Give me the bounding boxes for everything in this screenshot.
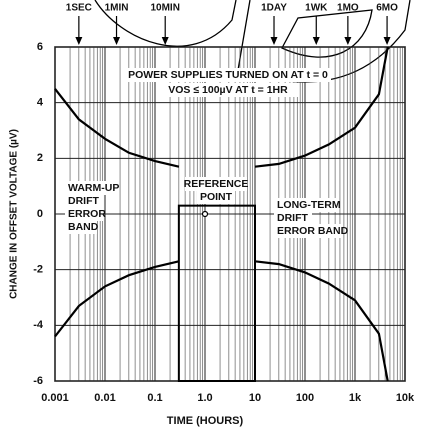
error-band-curve	[54, 260, 180, 338]
x-tick-label: 10k	[396, 392, 415, 404]
warmup-label-bg	[65, 207, 103, 221]
x-axis-label: TIME (HOURS)	[167, 415, 244, 427]
supplies-note-bg	[158, 83, 298, 97]
y-tick-label: -6	[33, 375, 43, 387]
scribble	[281, 9, 373, 58]
marker-arrowhead	[383, 37, 391, 45]
reference-label-bg	[197, 190, 235, 204]
y-axis-label: CHANGE IN OFFSET VOLTAGE (µV)	[9, 129, 20, 299]
warmup-label: BAND	[68, 221, 99, 233]
reference-label: REFERENCE	[184, 178, 249, 190]
x-tick-label: 10	[249, 392, 261, 404]
reference-label: POINT	[200, 191, 233, 203]
longterm-label: DRIFT	[277, 212, 308, 224]
x-tick-label: 0.001	[41, 392, 69, 404]
reference-region	[177, 204, 256, 382]
error-band-curve	[254, 260, 389, 382]
y-tick-label: 0	[37, 208, 43, 220]
y-tick-label: -2	[33, 264, 43, 276]
time-marker-label: 6MO	[376, 3, 398, 14]
warmup-label-bg	[65, 220, 97, 234]
x-tick-label: 0.01	[94, 392, 115, 404]
reference-label-bg	[185, 177, 247, 191]
y-tick-label: 6	[37, 41, 43, 53]
warmup-label: WARM-UP	[68, 182, 119, 194]
supplies-note: VOS ≤ 100µV AT t = 1HR	[168, 84, 288, 96]
time-marker-label: 10MIN	[150, 3, 179, 14]
y-tick-label: -4	[33, 319, 44, 331]
marker-arrowhead	[113, 37, 121, 45]
marker-arrowhead	[312, 37, 320, 45]
scribble	[94, 0, 237, 47]
time-marker-label: 1MIN	[105, 3, 129, 14]
warmup-label: DRIFT	[68, 195, 99, 207]
time-marker-label: 1SEC	[66, 3, 92, 14]
x-tick-label: 100	[296, 392, 314, 404]
time-marker-label: 1MO	[337, 3, 359, 14]
warmup-label: ERROR	[68, 208, 106, 220]
marker-arrowhead	[161, 37, 169, 45]
longterm-label-bg	[274, 198, 336, 212]
warmup-label-bg	[65, 194, 103, 208]
error-band-curve	[54, 88, 180, 168]
y-tick-label: 4	[37, 97, 44, 109]
error-band-curve	[254, 46, 389, 168]
longterm-label-bg	[274, 224, 342, 238]
reference-point	[201, 210, 209, 218]
longterm-label: LONG-TERM	[277, 199, 341, 211]
marker-arrowhead	[344, 37, 352, 45]
warmup-label-bg	[65, 181, 115, 195]
y-tick-label: 2	[37, 152, 43, 164]
longterm-label: ERROR BAND	[277, 225, 349, 237]
x-tick-label: 1.0	[197, 392, 212, 404]
supplies-note: POWER SUPPLIES TURNED ON AT t = 0	[128, 69, 328, 81]
time-marker-label: 1WK	[305, 3, 328, 14]
x-tick-label: 0.1	[147, 392, 162, 404]
marker-arrowhead	[270, 37, 278, 45]
marker-arrowhead	[75, 37, 83, 45]
supplies-note-bg	[125, 68, 331, 82]
longterm-label-bg	[274, 211, 312, 225]
time-marker-label: 1DAY	[261, 3, 287, 14]
x-tick-label: 1k	[349, 392, 362, 404]
